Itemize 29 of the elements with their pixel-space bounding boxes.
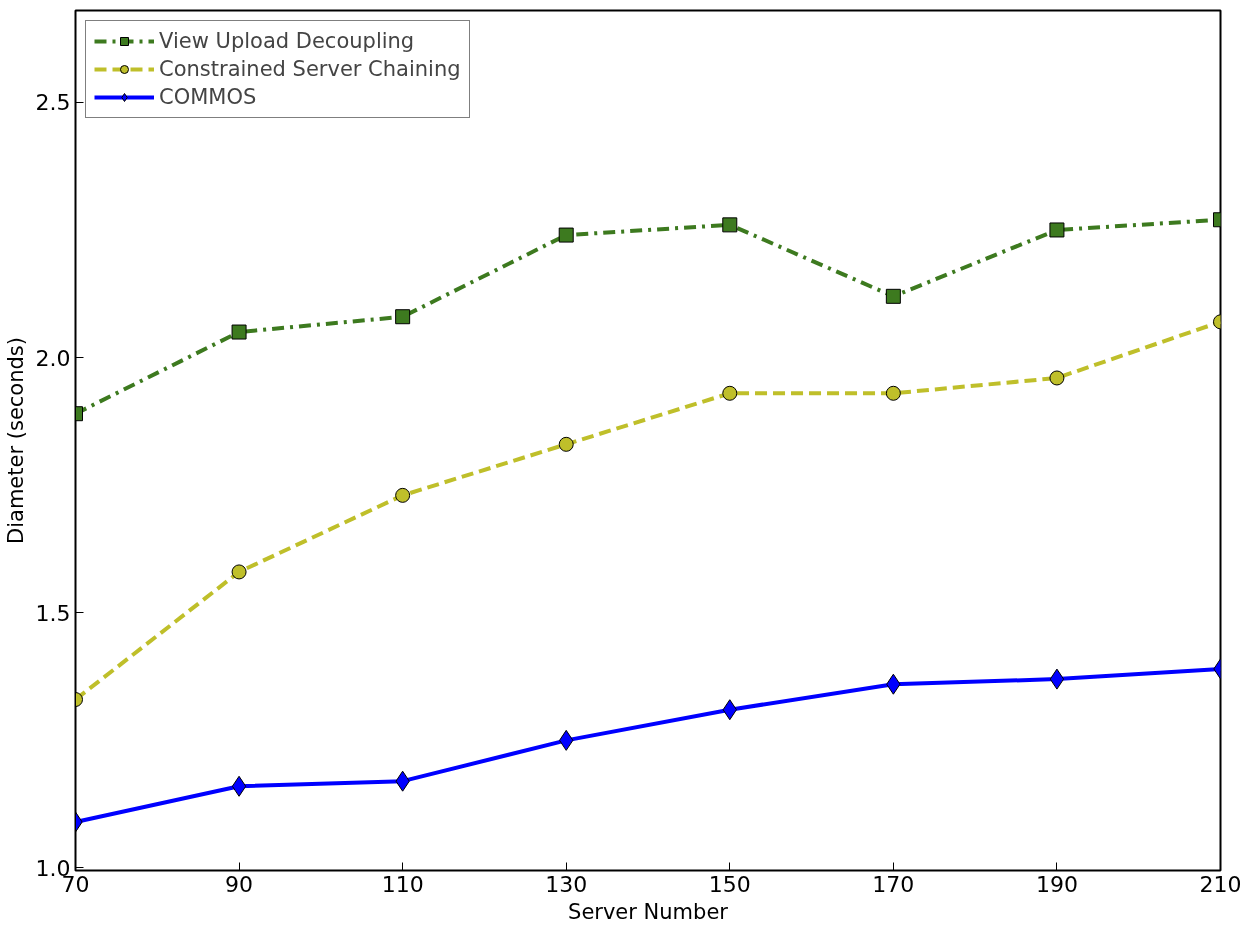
x-tick-label: 150 bbox=[708, 871, 751, 897]
point bbox=[1049, 222, 1065, 238]
point bbox=[231, 324, 247, 340]
x-tick-label: 190 bbox=[1035, 871, 1078, 897]
point bbox=[885, 385, 901, 401]
x-axis-title: Server Number bbox=[568, 899, 729, 924]
point bbox=[395, 309, 411, 325]
point bbox=[558, 436, 574, 452]
x-tick-label: 90 bbox=[225, 871, 254, 897]
point bbox=[722, 217, 738, 233]
point bbox=[722, 385, 738, 401]
y-tick-label: 2.5 bbox=[35, 90, 71, 116]
x-tick-label: 130 bbox=[545, 871, 588, 897]
point bbox=[558, 227, 574, 243]
legend-label: Constrained Server Chaining bbox=[159, 57, 461, 81]
x-tick-label: 210 bbox=[1199, 871, 1242, 897]
point bbox=[1049, 370, 1065, 386]
legend-label: COMMOS bbox=[159, 85, 257, 109]
x-tick-label: 170 bbox=[872, 871, 915, 897]
point bbox=[885, 288, 901, 304]
y-axis-title: Diameter (seconds) bbox=[3, 337, 28, 544]
point bbox=[395, 487, 411, 503]
point bbox=[231, 564, 247, 580]
x-tick-label: 110 bbox=[381, 871, 424, 897]
y-tick-label: 1.5 bbox=[35, 600, 71, 626]
legend-label: View Upload Decoupling bbox=[159, 29, 415, 53]
point bbox=[231, 775, 247, 797]
y-tick-label: 2.0 bbox=[35, 345, 71, 371]
point bbox=[1049, 668, 1065, 690]
